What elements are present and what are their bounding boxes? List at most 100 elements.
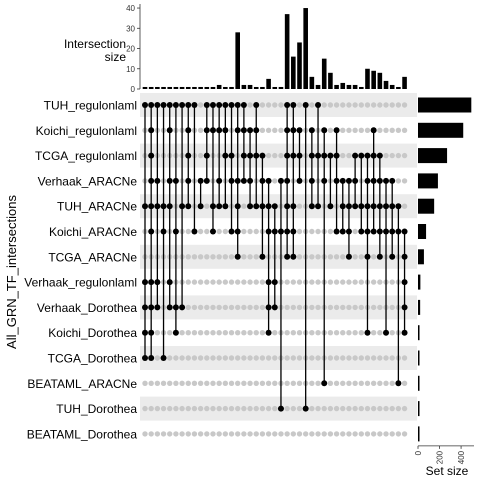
matrix-dot-filled <box>173 178 179 184</box>
intersection-axis-tick-label: 20 <box>126 45 135 54</box>
matrix-dot-filled <box>290 127 296 133</box>
matrix-dot-filled <box>358 153 364 159</box>
matrix-dot-empty <box>266 381 271 386</box>
matrix-dot-filled <box>173 304 179 310</box>
matrix-dot-empty <box>241 381 246 386</box>
matrix-dot-empty <box>254 229 259 234</box>
matrix-dot-empty <box>204 355 209 360</box>
matrix-dot-empty <box>371 381 376 386</box>
matrix-dot-empty <box>272 153 277 158</box>
matrix-dot-empty <box>396 128 401 133</box>
matrix-dot-empty <box>346 305 351 310</box>
matrix-dot-filled <box>210 203 216 209</box>
matrix-dot-empty <box>241 431 246 436</box>
matrix-dot-empty <box>291 431 296 436</box>
intersection-bar <box>347 85 352 89</box>
matrix-dot-empty <box>247 355 252 360</box>
set-label: Koichi_Dorothea <box>48 326 137 340</box>
matrix-dot-empty <box>161 381 166 386</box>
matrix-dot-filled <box>334 127 340 133</box>
matrix-dot-filled <box>371 153 377 159</box>
intersection-bar <box>223 87 228 89</box>
matrix-dot-filled <box>284 254 290 260</box>
matrix-dot-filled <box>142 279 148 285</box>
matrix-dot-empty <box>309 330 314 335</box>
matrix-dot-empty <box>297 279 302 284</box>
matrix-dot-empty <box>352 279 357 284</box>
matrix-dot-filled <box>395 203 401 209</box>
matrix-dot-filled <box>210 229 216 235</box>
matrix-dot-filled <box>278 406 284 412</box>
matrix-dot-filled <box>371 178 377 184</box>
matrix-dot-empty <box>241 355 246 360</box>
matrix-dot-empty <box>328 355 333 360</box>
intersection-bar <box>303 8 308 89</box>
matrix-dot-filled <box>402 254 408 260</box>
matrix-dot-filled <box>142 304 148 310</box>
matrix-dot-filled <box>247 203 253 209</box>
set-label: BEATAML_Dorothea <box>27 427 138 441</box>
matrix-dot-empty <box>161 431 166 436</box>
matrix-dot-filled <box>235 254 241 260</box>
matrix-dot-filled <box>364 229 370 235</box>
matrix-dot-filled <box>204 153 210 159</box>
matrix-dot-filled <box>179 203 185 209</box>
matrix-dot-empty <box>383 406 388 411</box>
matrix-dot-empty <box>390 431 395 436</box>
matrix-dot-empty <box>179 406 184 411</box>
matrix-dot-empty <box>198 330 203 335</box>
matrix-dot-empty <box>365 381 370 386</box>
matrix-dot-filled <box>167 178 173 184</box>
matrix-dot-empty <box>223 254 228 259</box>
matrix-dot-empty <box>198 355 203 360</box>
matrix-dot-filled <box>321 178 327 184</box>
matrix-dot-empty <box>179 431 184 436</box>
intersection-size-label-line1: Intersection <box>64 37 126 51</box>
intersection-bar <box>211 87 216 89</box>
matrix-dot-empty <box>254 330 259 335</box>
intersection-size-bars <box>143 8 407 89</box>
intersection-bar <box>167 87 172 89</box>
intersection-bar <box>402 77 407 89</box>
matrix-dot-empty <box>266 153 271 158</box>
matrix-dot-filled <box>377 178 383 184</box>
set-size-bar <box>418 148 447 163</box>
matrix-dot-empty <box>297 305 302 310</box>
matrix-dot-filled <box>272 279 278 285</box>
matrix-dot-empty <box>322 102 327 107</box>
matrix-dot-empty <box>223 279 228 284</box>
matrix-dot-empty <box>284 355 289 360</box>
matrix-dot-empty <box>402 381 407 386</box>
set-label: BEATAML_ARACNe <box>27 377 137 391</box>
matrix-dot-empty <box>173 355 178 360</box>
matrix-dot-empty <box>352 330 357 335</box>
set-size-bar <box>418 426 420 441</box>
matrix-dot-filled <box>346 178 352 184</box>
matrix-dot-filled <box>284 127 290 133</box>
matrix-dot-filled <box>148 153 154 159</box>
matrix-dot-empty <box>365 431 370 436</box>
matrix-dot-empty <box>223 381 228 386</box>
matrix-dot-empty <box>359 305 364 310</box>
matrix-dot-filled <box>284 153 290 159</box>
matrix-dot-empty <box>371 102 376 107</box>
matrix-dot-empty <box>210 254 215 259</box>
set-label: TUH_ARACNe <box>57 200 137 214</box>
matrix-dot-empty <box>359 381 364 386</box>
matrix-dot-filled <box>266 330 272 336</box>
intersection-bar <box>316 85 321 89</box>
matrix-dot-empty <box>359 355 364 360</box>
matrix-dot-empty <box>309 305 314 310</box>
matrix-dot-filled <box>290 254 296 260</box>
matrix-dot-filled <box>364 203 370 209</box>
matrix-dot-filled <box>297 127 303 133</box>
matrix-dot-empty <box>297 330 302 335</box>
matrix-dot-empty <box>328 431 333 436</box>
matrix-dot-empty <box>334 431 339 436</box>
matrix-dot-empty <box>229 355 234 360</box>
matrix-dot-empty <box>383 153 388 158</box>
matrix-dot-empty <box>260 431 265 436</box>
matrix-dot-empty <box>328 381 333 386</box>
matrix-dot-empty <box>192 355 197 360</box>
